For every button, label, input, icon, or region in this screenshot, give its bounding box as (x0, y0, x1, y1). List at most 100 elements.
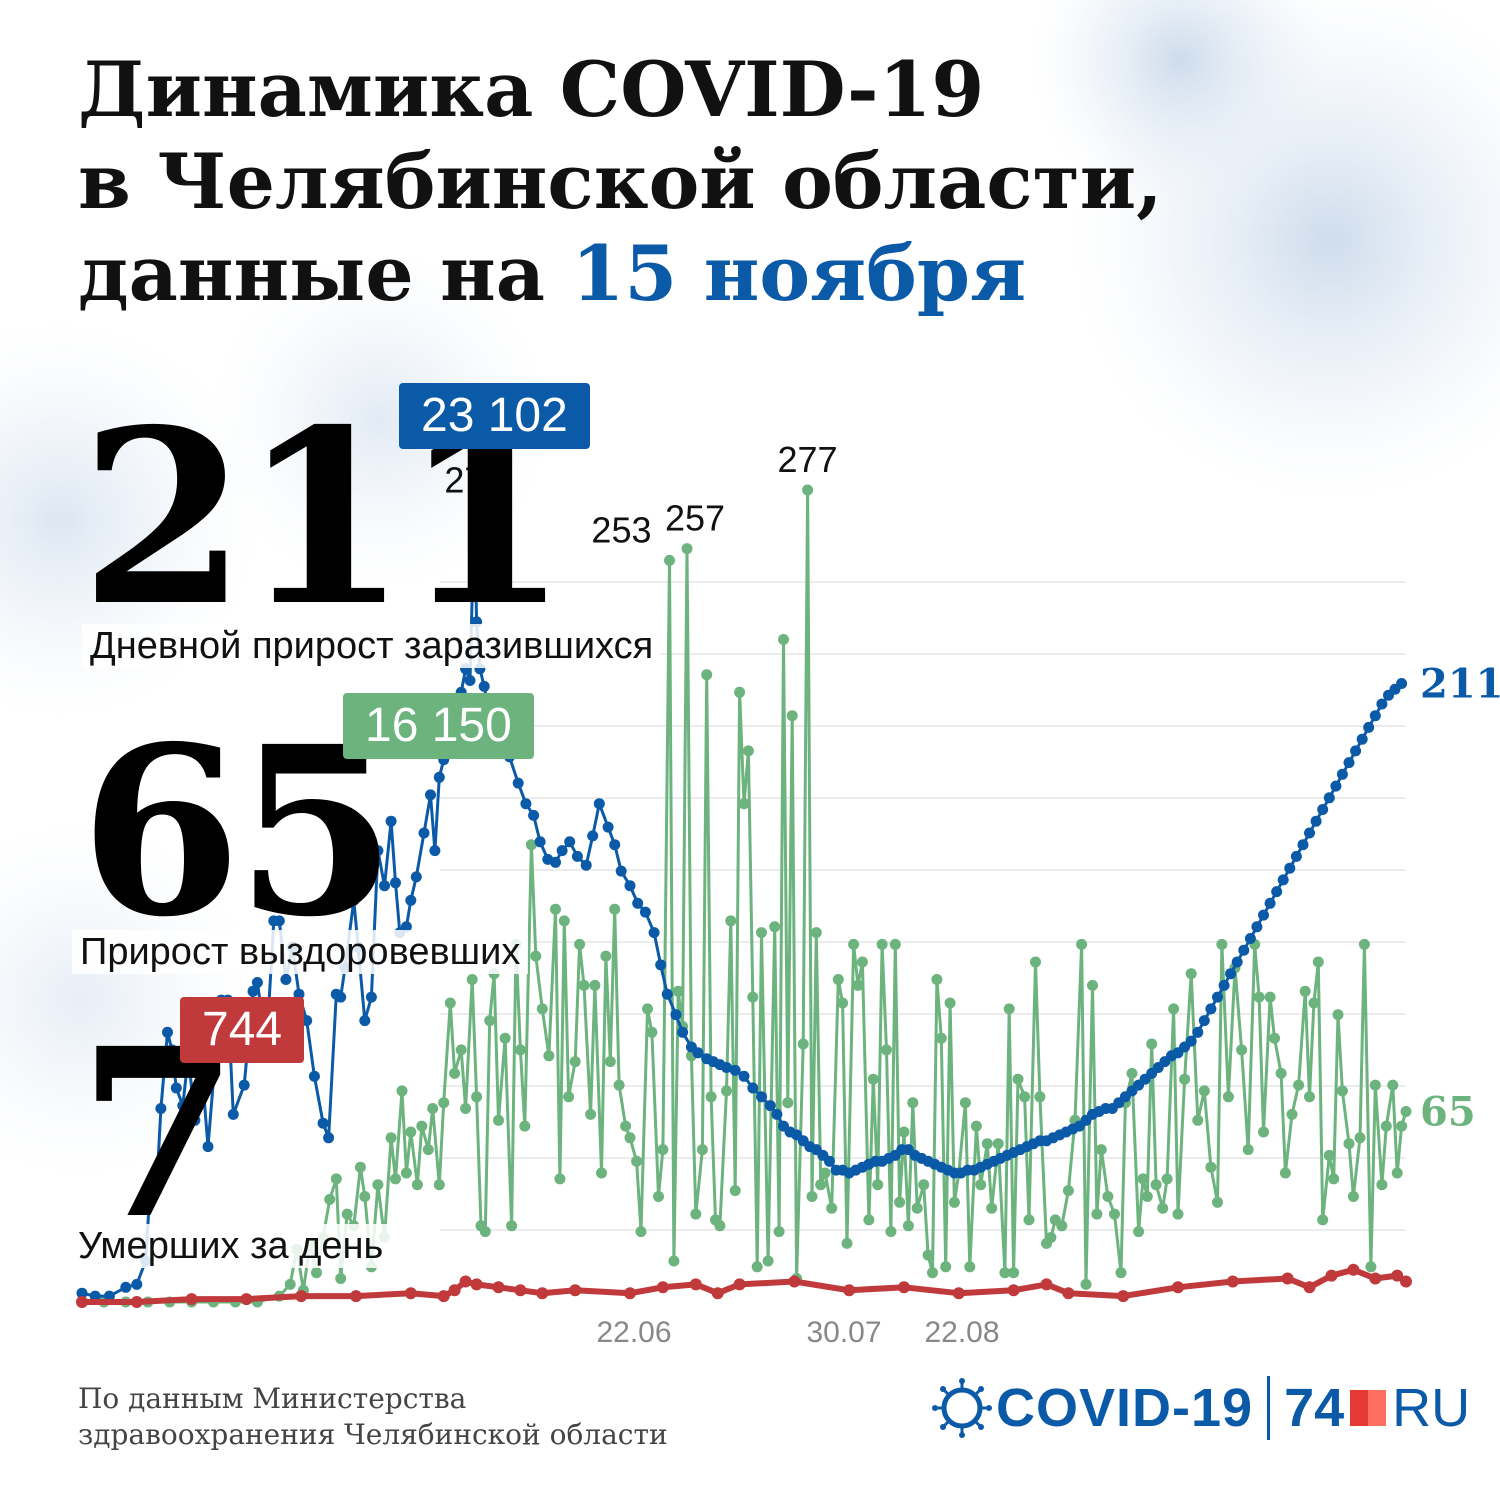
point-cases (580, 859, 592, 871)
point-deaths (1007, 1284, 1020, 1297)
point-recovered (1157, 1202, 1169, 1214)
point-cases (587, 830, 599, 842)
point-cases (1310, 815, 1322, 827)
point-cases (155, 1103, 167, 1114)
point-recovered (894, 1196, 906, 1208)
point-cases (564, 836, 576, 848)
point-recovered (902, 1220, 914, 1232)
point-recovered (1045, 1232, 1057, 1243)
point-cases (247, 985, 259, 997)
point-recovered (1141, 1191, 1153, 1202)
point-cases (385, 815, 397, 827)
point-recovered (1087, 979, 1098, 991)
point-recovered (642, 1003, 653, 1015)
point-deaths (569, 1284, 582, 1297)
point-deaths (185, 1293, 198, 1306)
point-recovered (543, 1050, 555, 1062)
point-recovered (1091, 1208, 1103, 1220)
point-recovered (1062, 1185, 1074, 1197)
point-cases (1198, 1015, 1210, 1027)
point-deaths (711, 1287, 724, 1300)
point-recovered (585, 1108, 597, 1120)
point-recovered (1030, 956, 1041, 968)
point-cases (280, 974, 292, 985)
point-recovered (1216, 938, 1228, 950)
point-recovered (970, 1120, 982, 1132)
point-recovered (631, 1155, 643, 1167)
point-recovered (782, 1097, 794, 1109)
point-recovered (1365, 1261, 1377, 1273)
point-cases (478, 680, 490, 692)
point-recovered (574, 938, 586, 950)
point-recovered (668, 1255, 680, 1267)
point-recovered (1080, 1278, 1092, 1290)
point-cases (692, 1047, 704, 1059)
x-tick-label: 22.08 (924, 1316, 999, 1349)
point-recovered (964, 1261, 976, 1273)
point-cases (89, 1290, 101, 1302)
point-deaths (76, 1296, 88, 1308)
point-cases (1304, 827, 1315, 839)
point-cases (632, 897, 644, 909)
point-recovered (1168, 1003, 1180, 1015)
source-line1: По данным Министерства (78, 1382, 467, 1415)
point-recovered (1205, 1161, 1217, 1173)
point-recovered (484, 1015, 496, 1027)
point-cases (1212, 991, 1223, 1003)
point-cases (189, 1114, 201, 1126)
point-recovered (455, 1044, 467, 1056)
point-recovered (826, 1202, 838, 1214)
point-cases (359, 1015, 371, 1027)
point-recovered (657, 1144, 669, 1156)
point-recovered (940, 1261, 952, 1273)
point-recovered (885, 1226, 897, 1238)
point-recovered (701, 669, 713, 681)
point-recovered (396, 1085, 408, 1097)
data-source: По данным Министерства здравоохранения Ч… (78, 1381, 668, 1453)
point-deaths (295, 1290, 308, 1303)
point-cases (170, 1082, 182, 1094)
point-cases (615, 865, 627, 877)
point-recovered (1304, 1091, 1315, 1103)
title-date: 15 ноября (571, 229, 1027, 318)
x-tick-label: 30.07 (806, 1316, 881, 1349)
point-recovered (959, 1097, 971, 1109)
point-recovered (646, 1026, 658, 1038)
point-cases (721, 1062, 732, 1073)
point-recovered (554, 1173, 566, 1185)
point-deaths (1325, 1269, 1338, 1282)
point-recovered (751, 1261, 763, 1273)
point-deaths (624, 1287, 636, 1300)
point-cases (1244, 933, 1256, 944)
point-recovered (1336, 1085, 1348, 1097)
point-recovered (444, 997, 456, 1009)
point-recovered (466, 974, 478, 985)
point-recovered (1387, 1079, 1399, 1091)
point-recovered (714, 1220, 726, 1232)
point-recovered (600, 950, 612, 962)
point-deaths (459, 1275, 472, 1288)
title-line3-prefix: данные на (78, 229, 572, 318)
point-cases (1323, 792, 1335, 804)
point-cases (323, 1132, 335, 1144)
point-recovered (898, 1126, 910, 1138)
point-recovered (738, 798, 750, 810)
point-cases (348, 894, 360, 906)
point-recovered (635, 1226, 647, 1238)
point-cases (202, 1141, 214, 1153)
point-recovered (411, 1179, 423, 1191)
point-recovered (832, 974, 844, 985)
recovered-total-badge: 16 150 (343, 693, 534, 759)
point-recovered (1376, 1179, 1388, 1191)
point-recovered (806, 1191, 818, 1202)
point-deaths (448, 1284, 461, 1297)
point-recovered (992, 1138, 1004, 1150)
point-recovered (550, 903, 561, 915)
point-recovered (1347, 1191, 1359, 1202)
peak-label: 257 (665, 498, 725, 539)
point-cases (738, 1070, 750, 1082)
end-label-cases: 211 (1420, 660, 1500, 707)
point-cases (602, 821, 614, 833)
point-recovered (354, 1161, 366, 1173)
point-cases (429, 845, 441, 857)
